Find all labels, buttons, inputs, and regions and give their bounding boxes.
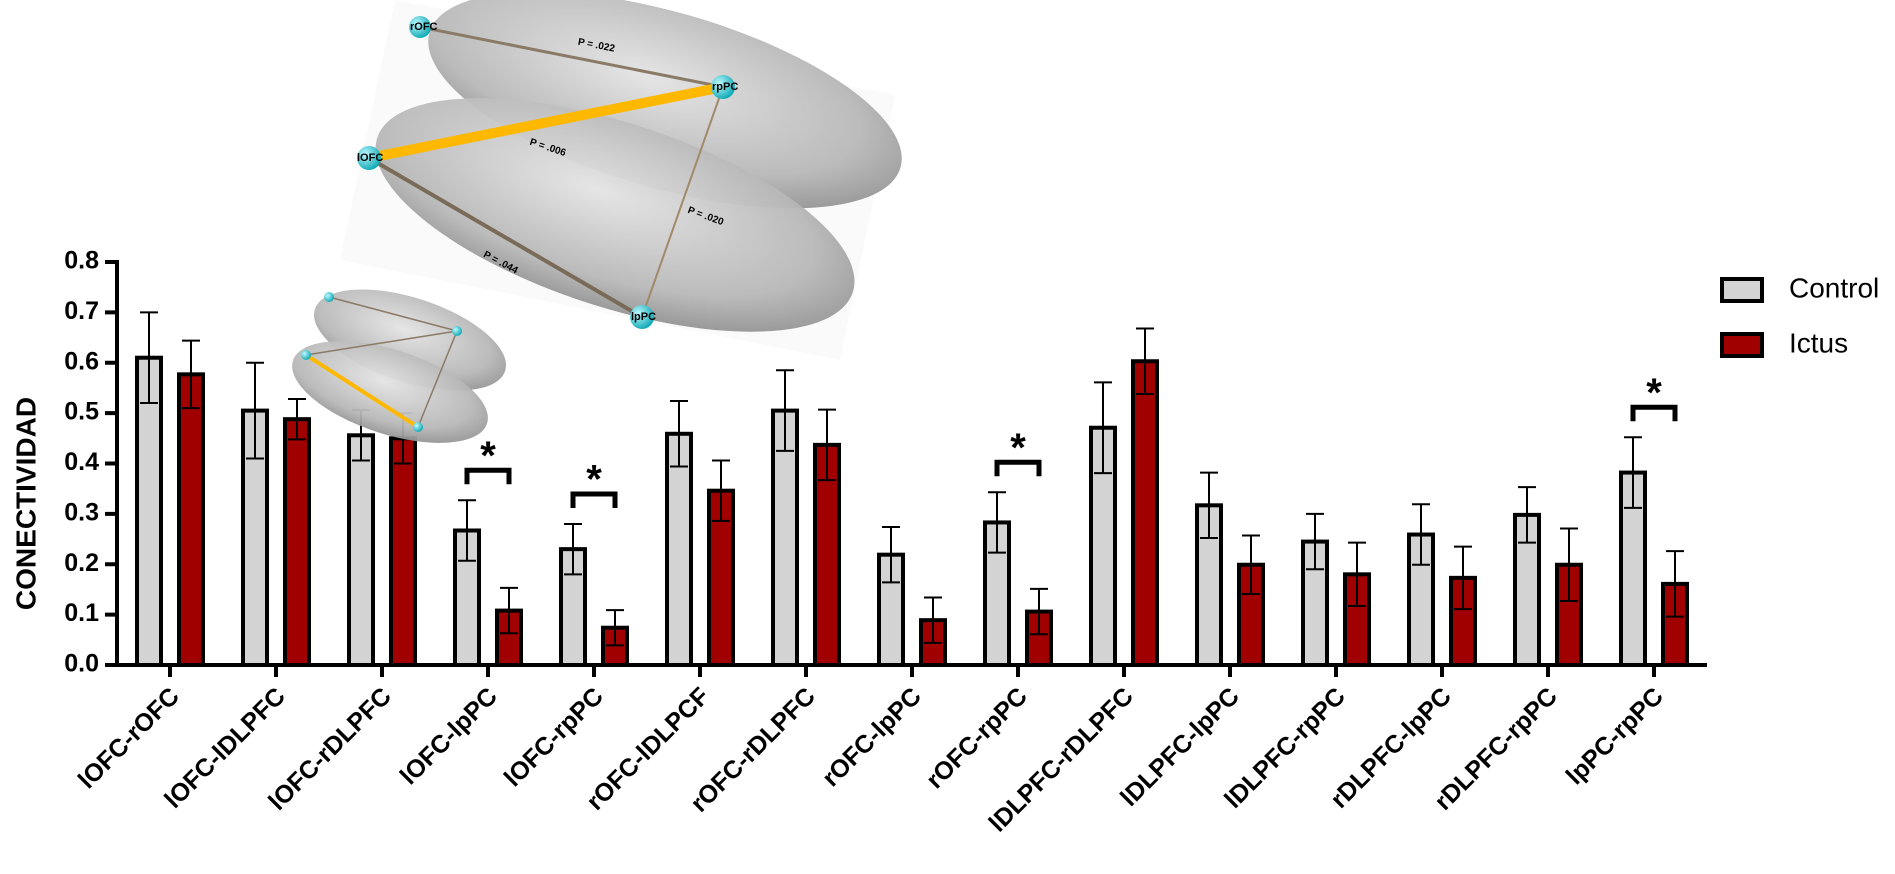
y-tick-label: 0.1 — [64, 599, 99, 627]
bar — [285, 419, 309, 665]
bar — [667, 434, 691, 665]
bar — [1133, 361, 1157, 665]
chart: 0.0 0.1 0.2 0.3 0.4 0.5 0.6 0.7 0.8 CONECTIVIDAD l… — [0, 0, 1895, 874]
y-axis-label: CONECTIVIDAD — [10, 397, 41, 610]
significance-label: * — [1010, 426, 1026, 470]
y-tick-label: 0.5 — [64, 398, 99, 426]
x-tick-label: lOFC-rOFC — [73, 682, 185, 794]
x-tick-label: lpPC-rpPC — [1561, 682, 1669, 790]
y-tick-label: 0.4 — [64, 448, 99, 476]
significance-label: * — [1646, 371, 1662, 415]
bar — [179, 374, 203, 665]
y-tick-label: 0.7 — [64, 297, 99, 325]
node — [324, 292, 334, 302]
node — [301, 350, 311, 360]
node — [452, 326, 462, 336]
node — [413, 422, 423, 432]
legend-label: Control — [1789, 272, 1879, 303]
significance-label: * — [480, 434, 496, 478]
bar — [349, 435, 373, 665]
legend: Control Ictus — [1722, 272, 1879, 358]
x-tick-label: rOFC-rpPC — [921, 682, 1033, 794]
legend-swatch — [1722, 279, 1762, 301]
y-tick-label: 0.3 — [64, 498, 99, 526]
plot-area: 0.0 0.1 0.2 0.3 0.4 0.5 0.6 0.7 0.8 CONECTIVIDAD l… — [10, 247, 1707, 838]
legend-label: Ictus — [1789, 327, 1848, 358]
node-label: rOFC — [410, 21, 438, 33]
legend-swatch — [1722, 334, 1762, 356]
node-label: lOFC — [357, 152, 383, 164]
x-tick-label: lOFC-rpPC — [499, 682, 609, 792]
significance-label: * — [586, 458, 602, 502]
bar — [391, 438, 415, 665]
x-tick-label: lOFC-lpPC — [395, 682, 503, 790]
y-tick-label: 0.2 — [64, 549, 99, 577]
y-tick-label: 0.0 — [64, 650, 99, 678]
y-tick-label: 0.6 — [64, 347, 99, 375]
brain-inset: P = .022 P = .006 P = .020 P = .044 rOFC… — [280, 0, 925, 463]
node-label: lpPC — [631, 311, 656, 323]
node-label: rpPC — [712, 81, 738, 93]
x-tick-label: rOFC-lpPC — [817, 682, 927, 792]
y-tick-label: 0.8 — [64, 247, 99, 275]
